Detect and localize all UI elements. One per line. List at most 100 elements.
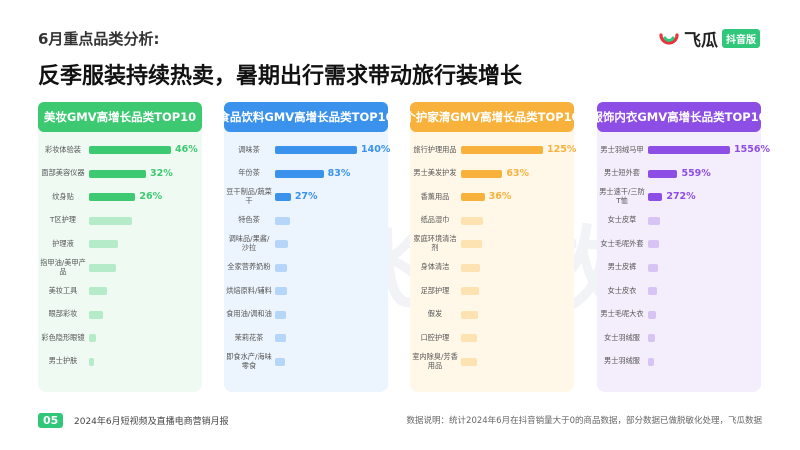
bar [89,287,107,295]
bar [89,334,97,342]
bar-chart-food: 调味茶 140% 年份茶 83% 豆干制品/蔬菜干 27% 特色茶 调味品/果酱/沙拉 全家营养… [224,140,390,388]
bar-row: 茉莉花茶 [224,328,388,348]
panel-beauty: 美妆GMV高增长品类TOP10 彩妆体验装 46% 面部美容仪器 32% 纹身贴 26% T… [38,102,202,392]
bar [275,193,291,201]
bar [275,263,288,272]
value-label: 46% [175,144,198,155]
bar-chart-apparel: 男士羽绒马甲 1556% 男士短外套 559% 男士速干/三防T恤 272% 女士皮草 女士毛… [597,140,770,388]
bar-row: 男士羽绒服 [597,352,761,372]
bar [89,169,147,178]
bar-row: 口腔护理 [410,328,574,348]
category-label: 旅行护理用品 [413,144,457,154]
bar-row: 女士皮衣 [597,281,761,301]
category-label: 烘焙原料/辅料 [226,285,272,295]
category-label: 身体清洁 [420,262,450,272]
category-label: 室内除臭/芳香用品 [412,351,458,370]
value-label: 83% [327,167,351,179]
category-label: 豆干制品/蔬菜干 [226,187,272,205]
bar [461,310,479,319]
bar [461,357,477,366]
category-label: 男士护肤 [48,356,78,366]
value-label: 63% [506,167,530,179]
value-label: 125% [547,144,577,155]
bar-row: 彩妆体验装 46% [38,140,202,160]
bar-row: 眼部彩妆 [38,305,202,325]
category-label: 女士皮衣 [607,285,637,295]
category-label: 男士速干/三防T恤 [599,187,645,205]
category-label: 足部护理 [420,285,450,295]
category-label: 护理液 [52,238,74,248]
bar [648,216,661,225]
bar-row: T区护理 [38,211,202,231]
bar-row: 男士护肤 [38,352,202,372]
bar-row: 即食水产/海味零食 [224,352,388,372]
bar [275,146,357,154]
bar-row: 面部美容仪器 32% [38,164,202,184]
bar [648,146,730,154]
bar [275,240,288,248]
bar [275,334,286,342]
bar-row: 男士美发护发 63% [410,164,574,184]
bar-row: 足部护理 [410,281,574,301]
category-label: 面部美容仪器 [41,168,85,178]
bar [275,310,287,319]
bar [648,357,654,366]
bar-row: 旅行护理用品 125% [410,140,577,160]
bar-row: 护理液 [38,234,202,254]
bar-chart-beauty: 彩妆体验装 46% 面部美容仪器 32% 纹身贴 26% T区护理护理液指甲油/美甲产品美妆… [38,140,202,388]
bar-row: 美妆工具 [38,281,202,301]
category-label: 彩妆体验装 [45,144,81,154]
bar-row: 男士皮裤 [597,258,761,278]
category-label: 美妆工具 [48,285,78,295]
category-label: 女士皮草 [607,215,637,225]
bar-row: 假发 [410,305,574,325]
bar [275,169,324,178]
bar [461,287,479,295]
category-label: 女士毛呢外套 [600,238,644,248]
category-label: 调味茶 [238,144,260,154]
section-kicker: 6月重点品类分析: [38,30,160,48]
panel-title: 服饰内衣GMV高增长品类TOP10 [591,102,767,132]
value-label: 27% [294,191,318,202]
bar-row: 纹身贴 26% [38,187,202,207]
bar [648,240,660,248]
brand-logo-group: 飞瓜 抖音版 [658,26,760,51]
bar-row: 女士皮草 [597,211,761,231]
bar-row: 女士毛呢外套 [597,234,761,254]
bar [461,193,485,201]
bar-chart-personal-care: 旅行护理用品 125% 男士美发护发 63% 香薰用品 36% 纸品湿巾家庭环境清洁剂身体清… [410,140,577,388]
panel-food: 食品饮料GMV高增长品类TOP10 调味茶 140% 年份茶 83% 豆干制品/蔬菜干 2… [218,102,394,392]
bar-row: 纸品湿巾 [410,211,574,231]
bar [89,193,136,201]
bar-row: 特色茶 [224,211,388,231]
bar [648,334,655,342]
category-label: 假发 [427,309,443,319]
bar-row: 家庭环境清洁剂 [410,234,574,254]
bar-row: 调味茶 140% [224,140,390,160]
bar-row: 彩色隐形眼镜 [38,328,202,348]
bar [89,310,104,319]
bar-row: 男士短外套 559% [597,164,761,184]
bar [89,146,171,154]
category-label: T区护理 [50,215,76,225]
category-label: 眼部彩妆 [48,309,78,319]
bar [461,263,481,272]
feigua-logo-icon [659,32,679,45]
bar-row: 香薰用品 36% [410,187,574,207]
category-label: 彩色隐形眼镜 [41,332,85,342]
panel-title: 个护家清GMV高增长品类TOP10 [404,102,580,132]
page-headline: 反季服装持续热卖，暑期出行需求带动旅行装增长 [38,64,523,89]
bar-row: 调味品/果酱/沙拉 [224,234,388,254]
category-label: 纸品湿巾 [420,215,450,225]
bar-row: 食用油/调和油 [224,305,388,325]
value-label: 1556% [734,144,770,155]
bar [461,169,503,178]
bar-row: 身体清洁 [410,258,574,278]
bar [461,146,543,154]
bar-row: 全家营养奶粉 [224,258,388,278]
bar [275,216,290,225]
data-note: 数据说明：统计2024年6月在抖音销量大于0的商品数据，部分数据已做脱敏化处理，… [406,416,762,426]
brand-name: 飞瓜 [684,31,718,51]
category-label: 男士羽绒服 [604,356,640,366]
category-label: 指甲油/美甲产品 [40,257,86,276]
